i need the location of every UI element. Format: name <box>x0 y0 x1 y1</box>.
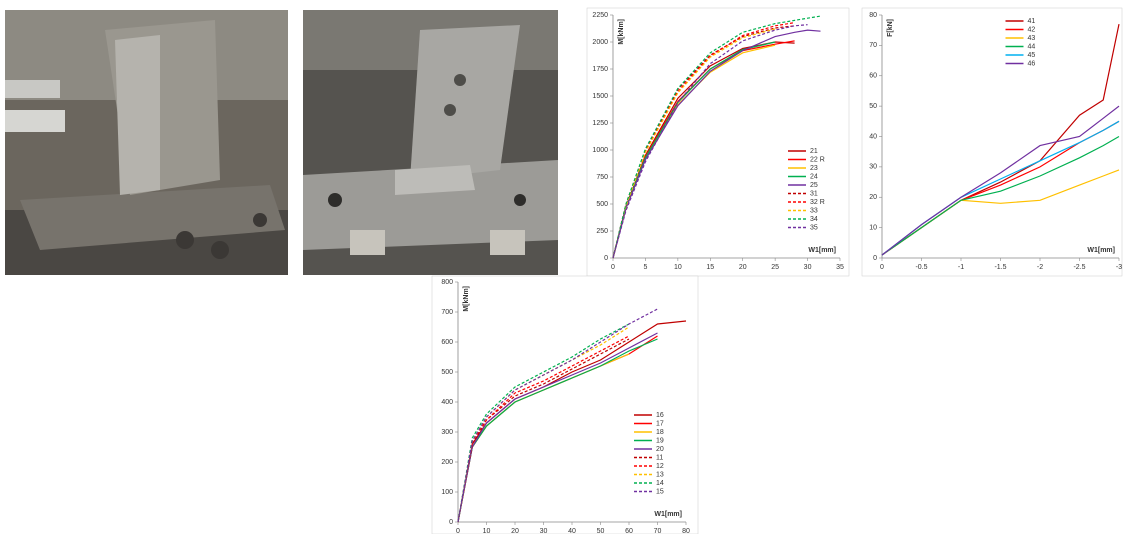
x-tick-label: 40 <box>568 528 576 534</box>
y-tick-label: 250 <box>596 228 608 235</box>
x-tick-label: 30 <box>804 264 812 271</box>
legend-label: 34 <box>810 216 818 223</box>
legend-label: 21 <box>810 148 818 155</box>
y-tick-label: 400 <box>441 399 453 406</box>
series-line <box>612 24 808 259</box>
x-tick-label: -1 <box>958 264 964 271</box>
y-tick-label: 800 <box>441 279 453 286</box>
y-tick-label: 750 <box>596 174 608 181</box>
series-line <box>457 332 658 523</box>
x-tick-label: 10 <box>674 264 682 271</box>
x-tick-label: 10 <box>483 528 491 534</box>
y-tick-label: 30 <box>869 164 877 171</box>
x-tick-label: -2.5 <box>1073 264 1085 271</box>
y-tick-label: 2250 <box>592 12 608 19</box>
y-tick-label: 0 <box>873 255 877 262</box>
x-tick-label: 30 <box>540 528 548 534</box>
legend-label: 12 <box>656 463 664 470</box>
chart-frame <box>861 7 1123 277</box>
y-tick-label: 1750 <box>592 66 608 73</box>
legend-label: 46 <box>1028 60 1036 67</box>
legend-label: 23 <box>810 165 818 172</box>
y-tick-label: 10 <box>869 224 877 231</box>
x-tick-label: -0.5 <box>915 264 927 271</box>
y-tick-label: 2000 <box>592 39 608 46</box>
legend-label: 25 <box>810 182 818 189</box>
x-tick-label: 80 <box>682 528 690 534</box>
photo-left <box>5 10 288 275</box>
series-line <box>612 29 821 259</box>
y-tick-label: 20 <box>869 194 877 201</box>
y-axis-label: M[kNm] <box>463 286 470 312</box>
x-tick-label: 0 <box>611 264 615 271</box>
legend-label: 32 R <box>810 199 825 206</box>
x-axis-label: W1[mm] <box>808 247 836 254</box>
x-tick-label: -2 <box>1037 264 1043 271</box>
x-tick-label: 70 <box>654 528 662 534</box>
legend-label: 45 <box>1028 52 1036 59</box>
series-line <box>457 320 687 523</box>
y-axis-label: F[kN] <box>887 19 894 37</box>
photo-middle <box>303 10 558 275</box>
x-tick-label: 35 <box>836 264 844 271</box>
y-tick-label: 80 <box>869 12 877 19</box>
x-tick-label: 25 <box>771 264 779 271</box>
y-tick-label: 100 <box>441 489 453 496</box>
legend-label: 11 <box>656 454 663 461</box>
chart-frame <box>431 275 699 534</box>
y-tick-label: 0 <box>449 519 453 526</box>
y-tick-label: 300 <box>441 429 453 436</box>
legend-label: 24 <box>810 173 818 180</box>
legend-label: 14 <box>656 480 664 487</box>
series-line <box>881 105 1120 256</box>
legend-label: 20 <box>656 446 664 453</box>
legend-label: 19 <box>656 437 664 444</box>
legend-label: 22 R <box>810 156 825 163</box>
y-tick-label: 1250 <box>592 120 608 127</box>
x-tick-label: 20 <box>511 528 519 534</box>
legend-label: 43 <box>1028 35 1036 42</box>
legend-label: 15 <box>656 488 664 495</box>
legend-label: 41 <box>1028 18 1036 25</box>
x-tick-label: 15 <box>706 264 714 271</box>
legend-label: 31 <box>810 190 818 197</box>
y-tick-label: 500 <box>441 369 453 376</box>
y-tick-label: 0 <box>604 255 608 262</box>
legend-label: 33 <box>810 207 818 214</box>
x-tick-label: 0 <box>880 264 884 271</box>
legend-label: 44 <box>1028 43 1036 50</box>
y-tick-label: 600 <box>441 339 453 346</box>
y-tick-label: 40 <box>869 133 877 140</box>
x-tick-label: -3 <box>1116 264 1122 271</box>
x-tick-label: 60 <box>625 528 633 534</box>
y-tick-label: 500 <box>596 201 608 208</box>
legend-label: 35 <box>810 224 818 231</box>
y-tick-label: 50 <box>869 103 877 110</box>
y-tick-label: 700 <box>441 309 453 316</box>
legend-label: 16 <box>656 412 664 419</box>
y-tick-label: 60 <box>869 73 877 80</box>
x-tick-label: 0 <box>456 528 460 534</box>
y-axis-label: M[kNm] <box>618 19 625 45</box>
x-tick-label: 20 <box>739 264 747 271</box>
x-tick-label: 50 <box>597 528 605 534</box>
chart-frame <box>586 7 850 277</box>
legend-label: 13 <box>656 471 664 478</box>
legend-label: 42 <box>1028 26 1036 33</box>
x-tick-label: -1.5 <box>994 264 1006 271</box>
legend-label: 17 <box>656 420 664 427</box>
legend-label: 18 <box>656 429 664 436</box>
y-tick-label: 200 <box>441 459 453 466</box>
x-axis-label: W1[mm] <box>654 511 682 518</box>
x-tick-label: 5 <box>643 264 647 271</box>
x-axis-label: W1[mm] <box>1087 247 1115 254</box>
series-line <box>457 308 658 523</box>
y-tick-label: 1000 <box>592 147 608 154</box>
series-line <box>881 135 1120 256</box>
y-tick-label: 1500 <box>592 93 608 100</box>
y-tick-label: 70 <box>869 42 877 49</box>
